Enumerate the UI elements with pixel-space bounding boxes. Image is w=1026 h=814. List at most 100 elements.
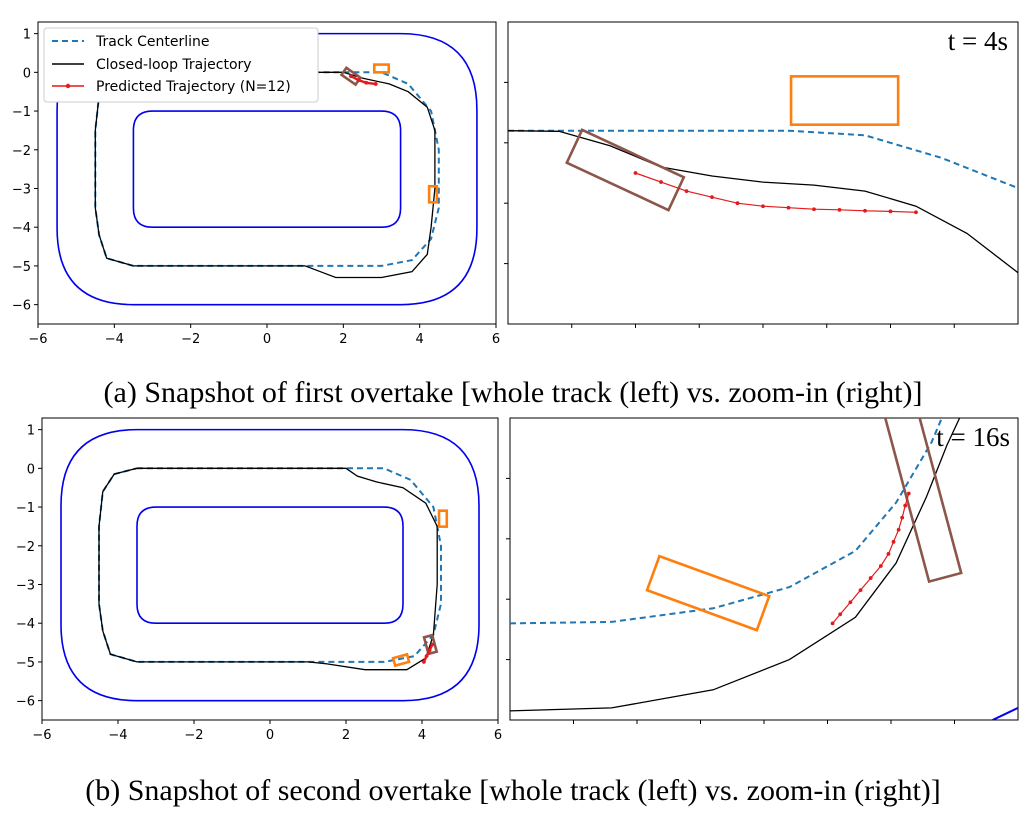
y-tick-label-7: −6 <box>16 695 35 710</box>
prediction-point-9 <box>900 515 905 520</box>
prediction-point-0 <box>830 621 835 626</box>
prediction-point-0 <box>349 74 353 79</box>
centerline-series <box>98 467 442 663</box>
predicted-trajectory-series <box>832 493 910 624</box>
plot-content <box>508 75 1018 274</box>
y-tick-label-2: −1 <box>16 501 35 516</box>
time-label: t = 4s <box>948 26 1008 56</box>
prediction-point-2 <box>684 189 689 194</box>
x-tick-label-3: 0 <box>263 332 271 347</box>
prediction-point-6 <box>886 552 891 556</box>
panel-b-right: t = 16s <box>506 417 1019 724</box>
prediction-point-4 <box>868 576 873 580</box>
x-tick-label-6: 6 <box>492 332 500 347</box>
x-tick-label-0: −6 <box>28 332 47 347</box>
prediction-point-5 <box>761 204 765 209</box>
y-tick-label-6: −5 <box>12 260 31 275</box>
x-tick-label-4: 2 <box>339 332 347 347</box>
prediction-point-2 <box>427 648 432 653</box>
prediction-point-7 <box>812 207 816 212</box>
opponent-car-1 <box>372 63 391 74</box>
closed-loop-trajectory-series <box>94 71 436 279</box>
x-tick-label-3: 0 <box>266 728 274 743</box>
closed-loop-trajectory-series <box>510 418 961 712</box>
opponent-car-2 <box>437 509 449 528</box>
prediction-point-8 <box>837 207 842 212</box>
x-tick-label-0: −6 <box>32 728 51 743</box>
plot-area-a-right <box>504 75 1018 328</box>
prediction-point-5 <box>878 564 883 568</box>
prediction-point-1 <box>659 180 663 184</box>
y-tick-label-7: −6 <box>12 299 31 314</box>
prediction-point-2 <box>364 80 369 85</box>
legend-label-centerline: Track Centerline <box>95 34 209 50</box>
y-tick-label-2: −1 <box>12 105 31 120</box>
y-tick-label-5: −4 <box>16 617 35 632</box>
inner-boundary <box>132 110 402 229</box>
plot-frame <box>41 417 499 721</box>
plot-content <box>60 428 480 702</box>
prediction-point-11 <box>906 491 911 496</box>
inner-boundary <box>136 506 404 625</box>
x-tick-label-5: 4 <box>418 728 426 743</box>
legend-label-trajectory: Closed-loop Trajectory <box>96 57 252 73</box>
prediction-point-3 <box>710 195 714 200</box>
closed-loop-trajectory-series <box>508 130 1018 274</box>
predicted-trajectory-series <box>635 172 917 213</box>
outer-boundary-segment <box>992 707 1018 720</box>
centerline-series <box>510 418 943 625</box>
y-tick-label-0: 1 <box>23 28 31 43</box>
prediction-point-7 <box>891 539 896 544</box>
ego-car-0 <box>422 633 439 656</box>
y-tick-label-4: −3 <box>12 182 31 197</box>
centerline-series <box>508 129 1018 190</box>
prediction-point-1 <box>356 78 361 82</box>
prediction-point-10 <box>888 209 893 214</box>
legend: Track Centerline Closed-loop Trajectory … <box>43 27 319 103</box>
x-tick-label-4: 2 <box>342 728 350 743</box>
caption-a: (a) Snapshot of first overtake [whole tr… <box>104 376 923 409</box>
y-tick-label-3: −2 <box>12 144 31 159</box>
opponent-car-2 <box>427 184 439 204</box>
prediction-point-1 <box>838 612 843 617</box>
legend-swatch-prediction-marker <box>65 83 71 89</box>
closed-loop-trajectory-series <box>98 467 438 671</box>
y-tick-label-1: 0 <box>23 66 31 81</box>
prediction-point-4 <box>735 201 740 206</box>
x-tick-label-1: −4 <box>105 332 124 347</box>
prediction-point-1 <box>424 654 429 659</box>
prediction-point-8 <box>896 527 901 532</box>
x-tick-label-2: −2 <box>181 332 200 347</box>
prediction-point-3 <box>373 82 378 86</box>
y-tick-label-1: 0 <box>27 462 35 477</box>
prediction-point-11 <box>914 210 918 215</box>
panel-b-left: −6 −4 −2 0 2 4 6 1 0 −1 −2 −3 −4 −5 −6 <box>16 417 502 743</box>
plot-area-b-left: −6 −4 −2 0 2 4 6 1 0 −1 −2 −3 −4 −5 −6 <box>16 424 502 743</box>
prediction-point-6 <box>786 205 791 210</box>
y-tick-label-6: −5 <box>16 656 35 671</box>
predicted-trajectory-series <box>350 75 376 86</box>
prediction-point-9 <box>863 208 867 213</box>
plot-frame <box>507 21 1019 325</box>
plot-content <box>510 418 1018 720</box>
legend-box <box>43 27 319 103</box>
plot-area-b-right <box>506 418 1018 724</box>
predicted-trajectory-series <box>422 643 434 663</box>
ego-car-0 <box>565 128 686 212</box>
prediction-point-3 <box>430 642 435 647</box>
x-tick-label-6: 6 <box>494 728 502 743</box>
plot-frame <box>509 417 1019 721</box>
centerline-series <box>94 71 440 267</box>
x-tick-label-1: −4 <box>108 728 127 743</box>
prediction-point-2 <box>848 600 853 605</box>
prediction-point-0 <box>633 171 638 175</box>
x-tick-label-2: −2 <box>184 728 203 743</box>
opponent-car-1 <box>645 554 771 632</box>
ego-car-0 <box>880 418 963 584</box>
opponent-car-1 <box>391 652 411 668</box>
opponent-car-1 <box>789 75 900 126</box>
x-tick-label-5: 4 <box>416 332 424 347</box>
y-tick-label-4: −3 <box>16 578 35 593</box>
prediction-point-0 <box>422 660 426 664</box>
